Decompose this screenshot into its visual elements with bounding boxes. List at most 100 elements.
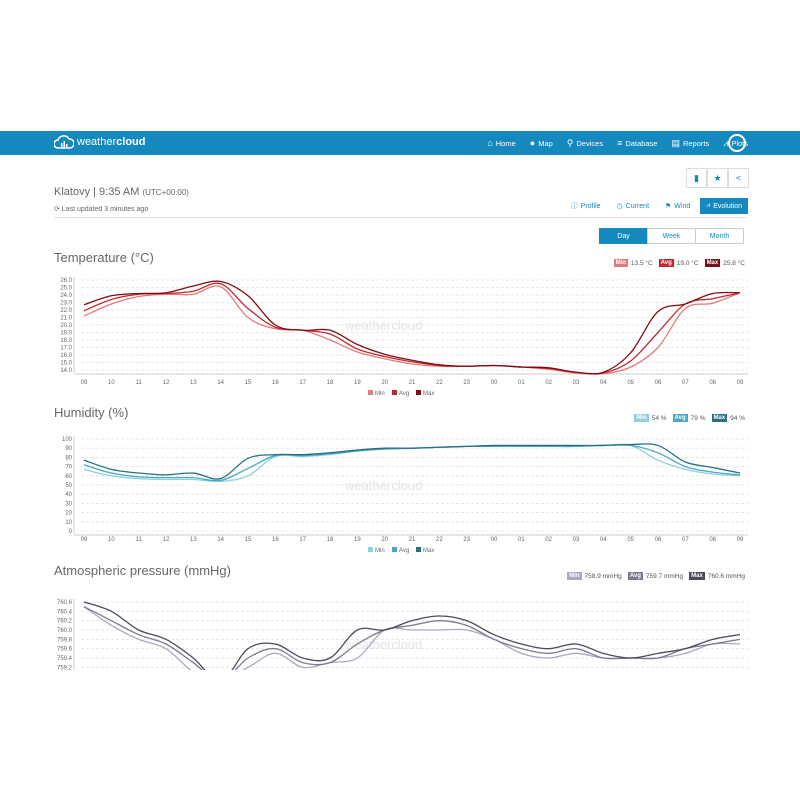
chart-title: Humidity (%) xyxy=(54,405,129,420)
star-icon: ★ xyxy=(713,172,722,183)
x-tick-label: 22 xyxy=(436,537,443,543)
last-updated: ⟳ Last updated 3 minutes ago xyxy=(54,206,149,213)
logo-text-light: weather xyxy=(77,136,117,148)
share-icon: < xyxy=(735,173,742,183)
tab-profile[interactable]: ⓘ Profile xyxy=(565,198,607,214)
station-name-time: Klatovy | 9:35 AM xyxy=(54,186,143,198)
nav-reports[interactable]: ▤ Reports xyxy=(671,138,709,149)
series-line-avg xyxy=(83,282,741,375)
x-tick-label: 23 xyxy=(463,380,470,386)
y-tick-label: 14.0 xyxy=(60,368,72,374)
y-tick-label: 760.0 xyxy=(57,628,73,634)
x-tick-label: 08 xyxy=(709,380,716,386)
tab-label: Evolution xyxy=(713,202,742,210)
tab-evolution[interactable]: ⩘ Evolution xyxy=(700,198,748,214)
nav-label: Reports xyxy=(682,138,710,148)
timezone: (UTC+00:00) xyxy=(142,188,189,197)
tab-icon: ⓘ xyxy=(570,203,578,210)
main-nav: ⌂ Home ● Map ⚲ Devices ≡ Database ▤ Reports ⩘ Plots xyxy=(487,131,748,155)
x-tick-label: 05 xyxy=(627,380,634,386)
bar-chart-icon: ▮ xyxy=(694,172,699,183)
x-tick-label: 18 xyxy=(327,537,334,543)
favorite-button[interactable]: ★ xyxy=(707,168,728,188)
x-tick-label: 19 xyxy=(354,537,361,543)
y-tick-label: 100 xyxy=(62,437,73,443)
x-tick-label: 10 xyxy=(108,537,115,543)
x-tick-label: 23 xyxy=(463,537,470,543)
stat-badge-max: Max xyxy=(711,414,728,422)
x-tick-label: 11 xyxy=(136,380,143,386)
legend-label-max: Max xyxy=(423,391,434,397)
x-tick-label: 15 xyxy=(245,380,252,386)
period-month[interactable]: Month xyxy=(695,228,744,244)
nav-label: Database xyxy=(625,138,658,148)
nav-map[interactable]: ● Map xyxy=(530,138,553,148)
x-tick-label: 09 xyxy=(737,537,744,543)
y-tick-label: 15.0 xyxy=(60,361,72,367)
tab-wind[interactable]: ⚑ Wind xyxy=(659,198,696,214)
period-week[interactable]: Week xyxy=(647,228,696,244)
logo[interactable]: weathercloud xyxy=(54,134,145,150)
y-tick-label: 759.8 xyxy=(57,637,73,643)
share-button[interactable]: < xyxy=(728,168,749,188)
legend-label-min: Min xyxy=(375,391,385,397)
tab-icon: ◷ xyxy=(616,203,623,210)
plot-icon: ⩘ xyxy=(723,137,729,148)
y-tick-label: 759.6 xyxy=(57,647,73,653)
stat-value: 760.6 mmHg xyxy=(707,572,745,580)
x-tick-label: 19 xyxy=(354,380,361,386)
x-tick-label: 22 xyxy=(436,380,443,386)
user-avatar-icon[interactable] xyxy=(728,134,746,152)
x-tick-label: 17 xyxy=(299,380,306,386)
x-tick-label: 14 xyxy=(217,380,224,386)
home-icon: ⌂ xyxy=(487,138,493,148)
y-tick-label: 760.2 xyxy=(57,619,73,625)
stat-badge-min: Min xyxy=(567,572,582,580)
y-tick-label: 60 xyxy=(65,474,72,480)
stat-badge-min: Min xyxy=(634,414,649,422)
y-tick-label: 40 xyxy=(65,492,72,498)
tab-label: Wind xyxy=(674,202,691,210)
x-tick-label: 07 xyxy=(682,380,689,386)
nav-devices[interactable]: ⚲ Devices xyxy=(567,138,603,149)
stat-badge-max: Max xyxy=(689,572,705,580)
chart-title: Temperature (°C) xyxy=(54,250,154,265)
top-navbar: weathercloud ⌂ Home ● Map ⚲ Devices ≡ Database ▤… xyxy=(0,131,800,155)
x-tick-label: 09 xyxy=(81,537,88,543)
y-tick-label: 760.6 xyxy=(57,600,73,606)
x-tick-label: 03 xyxy=(573,537,580,543)
nav-label: Map xyxy=(538,138,553,148)
tab-icon: ⚑ xyxy=(665,203,672,210)
period-day[interactable]: Day xyxy=(599,228,648,244)
stat-value: 758.9 mmHg xyxy=(584,572,622,580)
y-tick-label: 23.0 xyxy=(60,301,72,307)
tab-current[interactable]: ◷ Current xyxy=(611,198,655,214)
x-tick-label: 10 xyxy=(108,380,115,386)
chart-stats: Min 13.5 °C Avg 19.0 °C Max 25.8 °C xyxy=(613,259,748,267)
x-tick-label: 06 xyxy=(655,380,662,386)
y-tick-label: 19.0 xyxy=(60,331,72,337)
x-tick-label: 04 xyxy=(600,537,607,543)
x-tick-label: 18 xyxy=(327,380,334,386)
y-tick-label: 80 xyxy=(65,455,72,461)
y-tick-label: 90 xyxy=(65,446,72,452)
legend-label-min: Min xyxy=(375,548,385,554)
legend-swatch-max xyxy=(416,390,421,395)
chart-view-button[interactable]: ▮ xyxy=(686,168,707,188)
stat-badge-min: Min xyxy=(613,259,628,267)
x-tick-label: 02 xyxy=(545,537,552,543)
x-tick-label: 06 xyxy=(655,537,662,543)
stat-badge-max: Max xyxy=(704,259,721,267)
stat-badge-avg: Avg xyxy=(658,259,674,267)
stat-badge-avg: Avg xyxy=(627,572,643,580)
x-tick-label: 17 xyxy=(299,537,306,543)
nav-home[interactable]: ⌂ Home xyxy=(487,138,515,148)
chart-plot: weathercloud 26.0 25.024.0 23.022.0 21.020.0… xyxy=(60,277,748,397)
x-tick-label: 11 xyxy=(136,537,143,543)
nav-database[interactable]: ≡ Database xyxy=(617,138,657,148)
legend-swatch-avg xyxy=(392,390,397,395)
y-tick-label: 21.0 xyxy=(60,316,72,322)
x-tick-label: 20 xyxy=(381,380,388,386)
x-tick-label: 03 xyxy=(573,380,580,386)
